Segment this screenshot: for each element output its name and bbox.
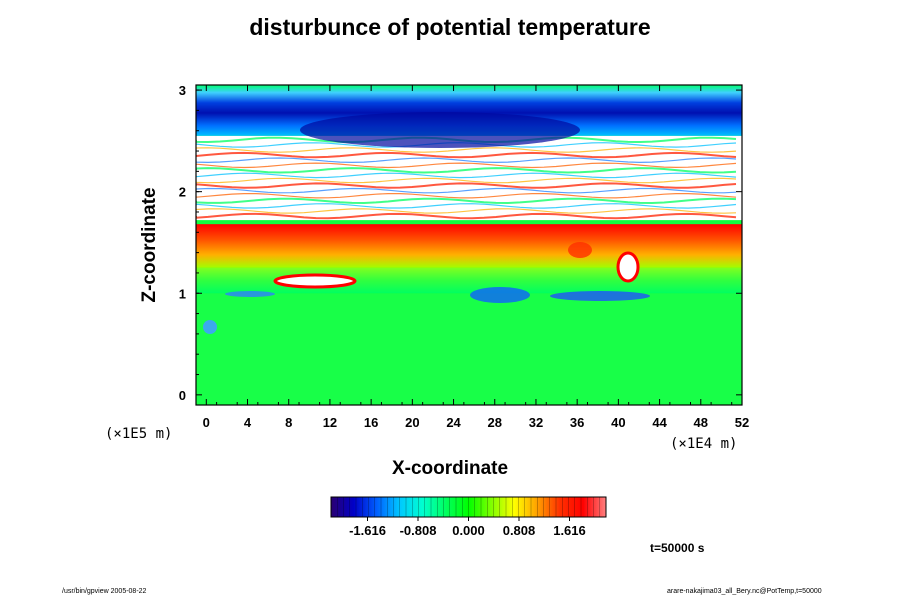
x-axis-label: X-coordinate [391,458,509,479]
cold-core [300,112,580,148]
y-tick-label: 3 [179,83,186,98]
heatmap-stripe [196,208,737,214]
x-tick-label: 36 [570,415,584,430]
x-tick-label: 4 [244,415,252,430]
chart-title: disturbunce of potential temperature [249,14,651,40]
heatmap-stripe [196,147,737,153]
hot-blob [568,242,592,258]
y-tick-label: 2 [179,185,186,200]
colorbar-tick-label: -1.616 [349,523,386,538]
cold-blob [550,291,650,301]
heatmap-stripe [196,151,737,159]
cold-blob [225,291,275,297]
x-scale-note: (×1E4 m) [670,436,738,452]
cold-blob [203,320,217,334]
heatmap-stripe [196,157,737,164]
heatmap-stripe [196,187,737,194]
heatmap-stripe [196,172,737,179]
heatmap-stripe [196,203,737,209]
x-tick-label: 0 [203,415,210,430]
y-scale-note: (×1E5 m) [105,426,173,442]
heatmap-stripe [196,177,737,184]
colorbar-tick-label: -0.808 [400,523,437,538]
y-tick-label: 1 [179,286,186,301]
colorbar-tick-label: 0.808 [503,523,536,538]
heatmap-stripe [196,167,737,174]
x-axis: 0 4 8 12 16 20 24 28 32 36 40 44 48 52 [203,85,749,430]
time-annotation: t=50000 s [650,541,705,555]
colorbar-ticks: -1.616 -0.808 0.000 0.808 1.616 [349,517,586,538]
x-tick-label: 40 [611,415,625,430]
plot-frame [195,84,743,406]
colorbar-tick-label: 1.616 [553,523,586,538]
x-tick-label: 48 [694,415,708,430]
heatmap-band-red [196,224,742,268]
heatmap-stripe [196,193,737,199]
x-tick-label: 20 [405,415,419,430]
cold-blob [470,287,530,303]
colorbar-divisions [337,497,600,517]
heatmap-stripe [196,197,737,205]
y-axis-label: Z-coordinate [139,187,160,303]
colorbar-tick-label: 0.000 [452,523,485,538]
heatmap-band-lower [196,293,742,405]
hot-blob [273,273,357,289]
x-tick-label: 8 [285,415,292,430]
heatmap-stripe [196,212,737,220]
heatmap-stripe [196,162,737,169]
x-tick-label: 32 [529,415,543,430]
y-tick-label: 0 [179,388,186,403]
heatmap-field [196,85,742,405]
footer-right: arare-nakajima03_all_Bery.nc@PotTemp,t=5… [667,588,822,595]
x-tick-label: 24 [446,415,461,430]
x-tick-label: 12 [323,415,337,430]
colorbar: -1.616 -0.808 0.000 0.808 1.616 [330,496,607,538]
heatmap-stripe [196,182,737,189]
x-tick-label: 44 [652,415,667,430]
x-tick-label: 28 [488,415,502,430]
x-tick-label: 52 [735,415,749,430]
hot-blob [616,251,640,283]
heatmap-features [203,112,650,334]
x-tick-label: 16 [364,415,378,430]
footer-left: /usr/bin/gpview 2005-08-22 [62,588,147,595]
y-axis: 0 1 2 3 [179,83,742,403]
